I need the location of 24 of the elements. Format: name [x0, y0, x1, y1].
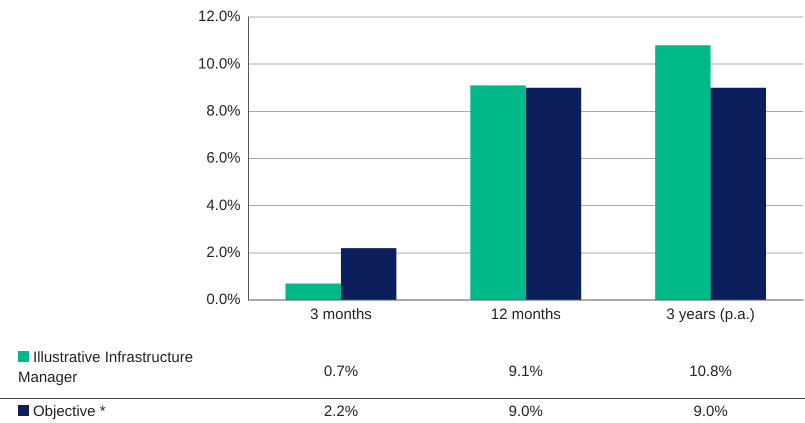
data-label: 10.8% [689, 363, 732, 380]
y-tick-label: 10.0% [198, 55, 241, 72]
y-tick-label: 12.0% [198, 8, 241, 26]
data-label: 9.0% [693, 403, 728, 420]
data-label: 2.2% [324, 403, 358, 420]
bar [470, 85, 526, 300]
x-tick-label: 12 months [490, 306, 561, 324]
y-tick-label: 2.0% [206, 244, 241, 261]
bar [710, 88, 766, 300]
y-tick-label: 6.0% [206, 150, 241, 167]
bar [285, 283, 341, 300]
data-label: 0.7% [324, 363, 358, 380]
data-label: 9.1% [508, 363, 543, 380]
y-tick-label: 4.0% [206, 196, 241, 214]
x-tick-label: 3 months [310, 306, 372, 324]
bar [655, 45, 711, 300]
legend-label: Objective * [32, 402, 107, 422]
x-tick-label: 3 years (p.a.) [666, 306, 755, 324]
y-tick-label: 8.0% [206, 102, 241, 120]
data-label: 9.0% [508, 403, 543, 420]
bar [526, 88, 582, 300]
bar [340, 248, 396, 300]
legend-label: Illustrative Infrastructure Manager [18, 348, 194, 388]
y-tick-label: 0.0% [206, 291, 241, 308]
